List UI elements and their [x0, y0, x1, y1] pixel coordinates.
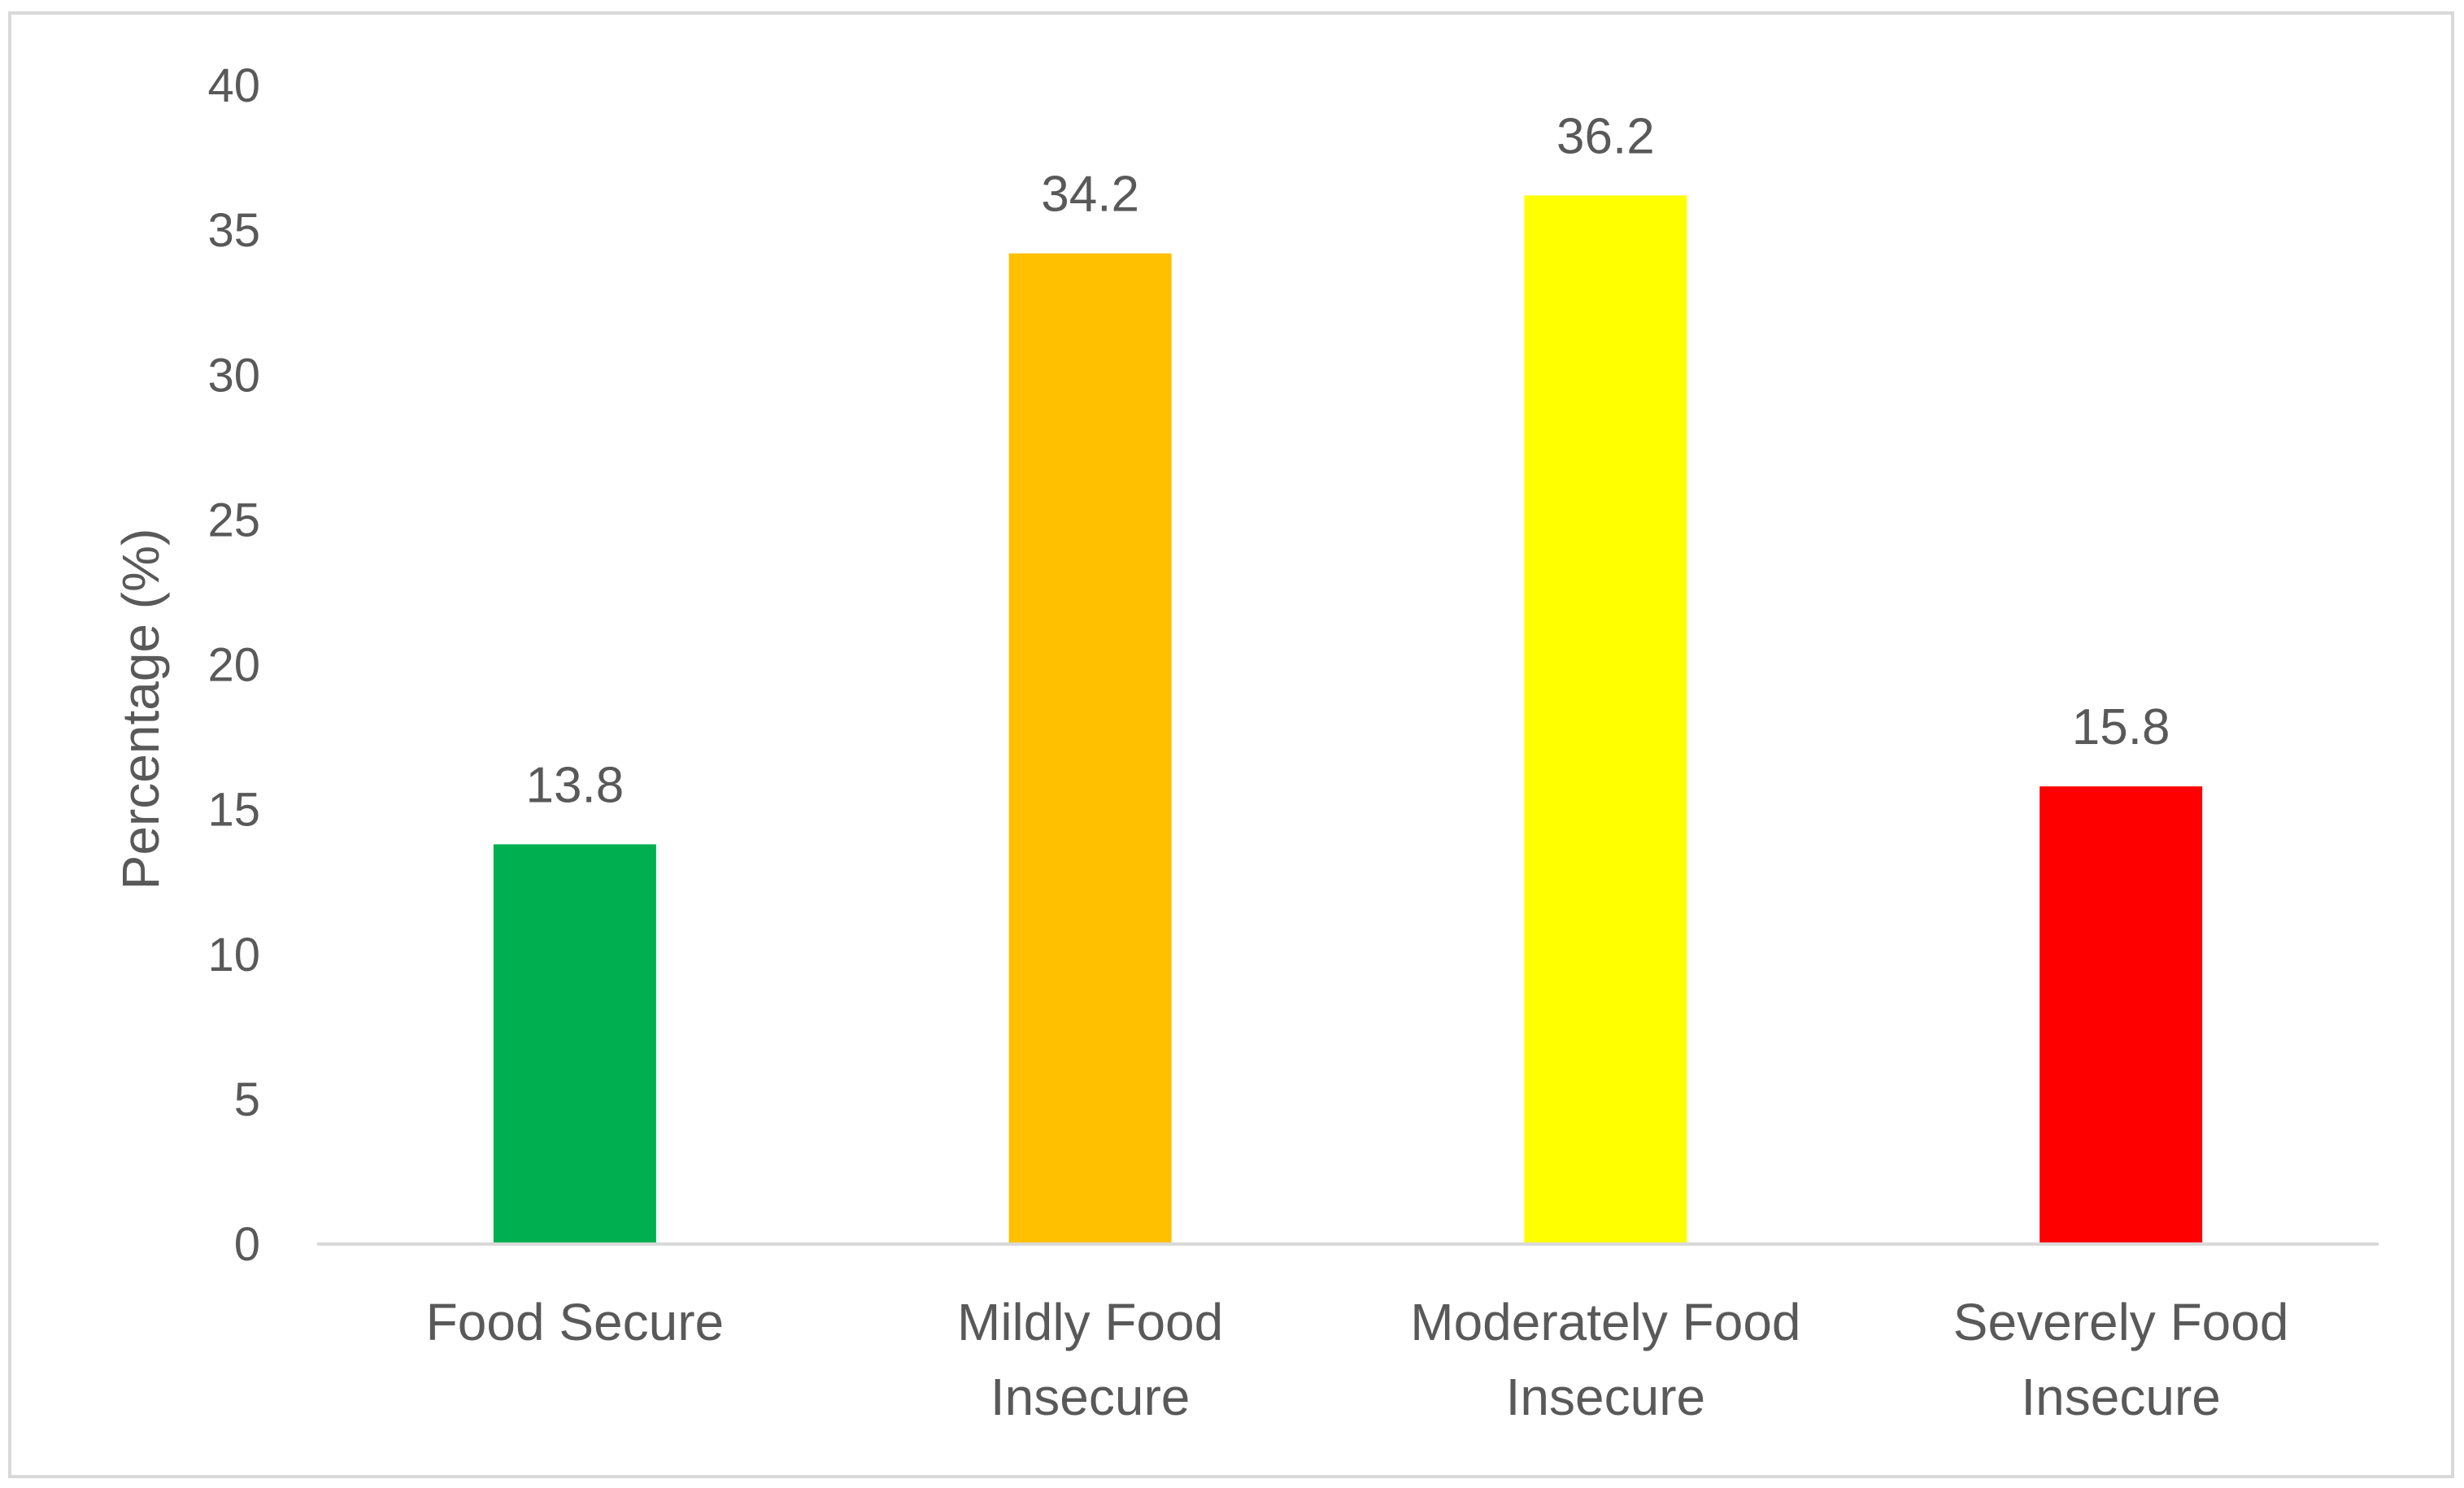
- y-tick-label: 0: [234, 1218, 260, 1271]
- bars: [493, 195, 2203, 1244]
- bar: [1524, 195, 1687, 1244]
- data-label: 34.2: [1041, 167, 1139, 223]
- y-tick-label: 20: [207, 639, 260, 692]
- bar: [493, 844, 656, 1244]
- y-tick-label: 25: [207, 494, 260, 546]
- y-tick-label: 40: [207, 59, 260, 112]
- category-label: Insecure: [2021, 1368, 2220, 1426]
- data-labels: 13.8 34.2 36.2 15.8: [526, 108, 2170, 813]
- data-label: 15.8: [2072, 699, 2170, 755]
- category-label: Moderately Food: [1410, 1293, 1800, 1351]
- y-axis-ticks: 0 5 10 15 20 25 30 35 40: [207, 59, 260, 1271]
- category-label: Food Secure: [426, 1293, 724, 1351]
- y-tick-label: 10: [207, 929, 260, 981]
- y-tick-label: 5: [234, 1073, 260, 1126]
- y-axis-title: Percentage (%): [111, 529, 170, 890]
- category-label: Insecure: [1506, 1368, 1705, 1426]
- data-label: 13.8: [526, 757, 625, 813]
- category-label: Insecure: [990, 1368, 1190, 1426]
- y-tick-label: 35: [207, 204, 260, 257]
- category-labels: Food Secure Mildly Food Insecure Moderately…: [426, 1293, 2289, 1426]
- data-label: 36.2: [1556, 108, 1655, 164]
- y-tick-label: 15: [207, 784, 260, 837]
- bar: [2040, 786, 2203, 1244]
- category-label: Mildly Food: [957, 1293, 1223, 1351]
- y-tick-label: 30: [207, 349, 260, 402]
- category-label: Severely Food: [1953, 1293, 2289, 1351]
- bar: [1008, 253, 1172, 1244]
